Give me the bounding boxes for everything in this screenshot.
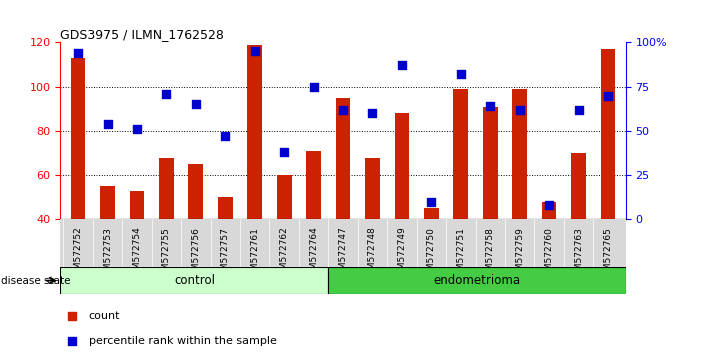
Text: GSM572751: GSM572751 xyxy=(456,227,465,281)
Text: GSM572752: GSM572752 xyxy=(74,227,82,281)
Point xyxy=(514,107,525,113)
Text: GSM572748: GSM572748 xyxy=(368,227,377,281)
Bar xyxy=(306,151,321,308)
Point xyxy=(161,91,172,97)
Text: GSM572759: GSM572759 xyxy=(515,227,524,281)
Bar xyxy=(365,158,380,308)
Bar xyxy=(188,164,203,308)
Text: GSM572763: GSM572763 xyxy=(574,227,583,281)
Text: GSM572761: GSM572761 xyxy=(250,227,260,281)
Text: GSM572762: GSM572762 xyxy=(279,227,289,281)
Bar xyxy=(247,45,262,308)
Text: GSM572765: GSM572765 xyxy=(604,227,612,281)
Text: GSM572750: GSM572750 xyxy=(427,227,436,281)
Point xyxy=(426,199,437,205)
Bar xyxy=(454,89,468,308)
Point xyxy=(249,48,260,54)
Text: GSM572757: GSM572757 xyxy=(221,227,230,281)
Bar xyxy=(159,158,173,308)
Bar xyxy=(571,153,586,308)
Text: GSM572756: GSM572756 xyxy=(191,227,201,281)
Bar xyxy=(483,107,498,308)
Bar xyxy=(70,58,85,308)
Point xyxy=(396,63,407,68)
Bar xyxy=(100,186,115,308)
Point xyxy=(132,126,143,132)
Bar xyxy=(328,267,626,294)
Bar xyxy=(60,267,328,294)
Text: percentile rank within the sample: percentile rank within the sample xyxy=(89,336,277,346)
Text: GSM572749: GSM572749 xyxy=(397,227,407,281)
Point xyxy=(73,50,84,56)
Text: GSM572760: GSM572760 xyxy=(545,227,554,281)
Point xyxy=(367,110,378,116)
Point xyxy=(455,72,466,77)
Text: control: control xyxy=(174,274,215,287)
Bar xyxy=(424,209,439,308)
Text: GDS3975 / ILMN_1762528: GDS3975 / ILMN_1762528 xyxy=(60,28,224,41)
Bar xyxy=(601,49,616,308)
Bar xyxy=(218,197,232,308)
Bar xyxy=(513,89,527,308)
Point xyxy=(573,107,584,113)
Text: GSM572755: GSM572755 xyxy=(162,227,171,281)
Text: endometrioma: endometrioma xyxy=(434,274,520,287)
Text: count: count xyxy=(89,311,120,321)
Point xyxy=(279,149,290,155)
Bar xyxy=(542,202,557,308)
Bar xyxy=(277,175,292,308)
Text: GSM572758: GSM572758 xyxy=(486,227,495,281)
Point xyxy=(220,133,231,139)
Point xyxy=(66,338,77,343)
Point xyxy=(337,107,348,113)
Point xyxy=(102,121,113,127)
Point xyxy=(485,103,496,109)
Bar xyxy=(395,113,410,308)
Point xyxy=(66,313,77,319)
Point xyxy=(602,93,614,98)
Text: GSM572754: GSM572754 xyxy=(132,227,141,281)
Bar xyxy=(129,191,144,308)
Bar xyxy=(336,98,351,308)
Point xyxy=(543,202,555,208)
Text: disease state: disease state xyxy=(1,275,70,286)
Point xyxy=(308,84,319,90)
Text: GSM572753: GSM572753 xyxy=(103,227,112,281)
Text: GSM572764: GSM572764 xyxy=(309,227,318,281)
Point xyxy=(190,102,201,107)
Text: GSM572747: GSM572747 xyxy=(338,227,348,281)
